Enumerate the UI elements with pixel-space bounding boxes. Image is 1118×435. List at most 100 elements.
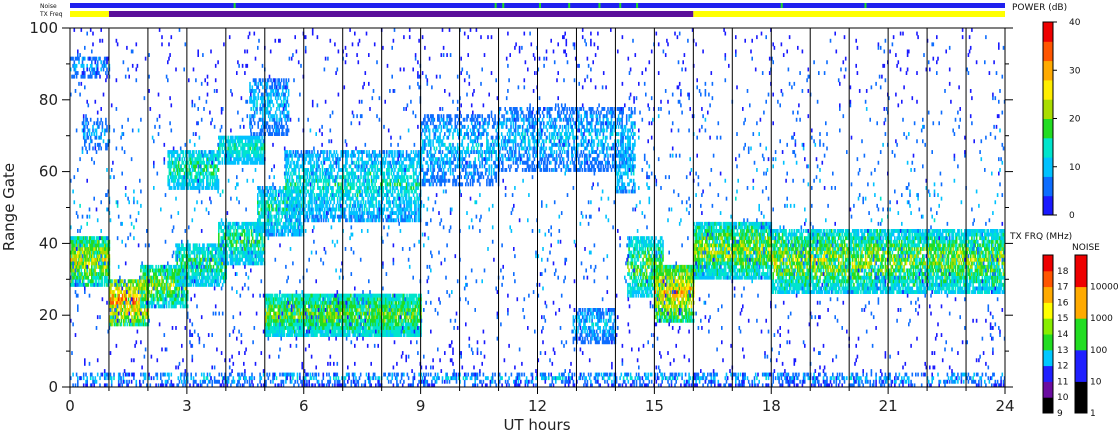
heatmap-cell: [144, 308, 146, 312]
heatmap-cell: [105, 64, 107, 68]
heatmap-cell: [287, 175, 289, 179]
heatmap-cell: [283, 186, 285, 190]
heatmap-cell: [211, 251, 213, 255]
heatmap-cell: [128, 319, 130, 323]
heatmap-cell: [130, 287, 132, 291]
heatmap-cell: [279, 294, 281, 298]
heatmap-cell: [280, 114, 282, 118]
heatmap-cell: [255, 96, 257, 100]
heatmap-cell: [261, 222, 263, 226]
heatmap-cell: [222, 147, 224, 151]
heatmap-cell: [250, 107, 252, 111]
heatmap-cell: [335, 330, 337, 334]
heatmap-cell: [349, 297, 351, 301]
heatmap-cell: [238, 240, 240, 244]
heatmap-cell: [220, 225, 222, 229]
noise-bar-tick: [636, 3, 638, 8]
heatmap-cell: [241, 251, 243, 255]
heatmap-cell: [98, 147, 100, 151]
heatmap-cell: [194, 168, 196, 172]
heatmap-cell: [256, 111, 258, 115]
heatmap-cell: [287, 190, 289, 194]
heatmap-cell: [171, 157, 173, 161]
heatmap-cell: [251, 247, 253, 251]
heatmap-cell: [160, 272, 162, 276]
heatmap-cell: [293, 179, 295, 183]
heatmap-cell: [148, 290, 150, 294]
heatmap-cell: [269, 103, 271, 107]
heatmap-cell: [191, 172, 193, 176]
heatmap-cell: [179, 154, 181, 158]
heatmap-cell: [257, 121, 259, 125]
heatmap-cell: [141, 294, 143, 298]
heatmap-cell: [245, 139, 247, 143]
heatmap-cell: [96, 136, 98, 140]
heatmap-cell: [121, 312, 123, 316]
heatmap-cell: [91, 139, 93, 143]
heatmap-cell: [121, 283, 123, 287]
heatmap-cell: [208, 272, 210, 276]
heatmap-cell: [263, 258, 265, 262]
heatmap-cell: [103, 272, 105, 276]
heatmap-cell: [86, 132, 88, 136]
heatmap-cell: [269, 118, 271, 122]
heatmap-cell: [273, 89, 275, 93]
heatmap-cell: [236, 143, 238, 147]
heatmap-cell: [207, 168, 209, 172]
heatmap-cell: [284, 197, 286, 201]
heatmap-cell: [82, 247, 84, 251]
heatmap-cell: [206, 172, 208, 176]
heatmap-cell: [174, 186, 176, 190]
heatmap-cell: [148, 304, 150, 308]
heatmap-cell: [179, 290, 181, 294]
heatmap-cell: [323, 304, 325, 308]
heatmap-cell: [143, 315, 145, 319]
heatmap-cell: [278, 129, 280, 133]
heatmap-cell: [196, 258, 198, 262]
heatmap-cell: [288, 111, 290, 115]
heatmap-cell: [168, 301, 170, 305]
heatmap-cell: [207, 175, 209, 179]
heatmap-cell: [285, 121, 287, 125]
heatmap-cell: [288, 114, 290, 118]
heatmap-cell: [288, 172, 290, 176]
heatmap-cell: [328, 333, 330, 337]
heatmap-cell: [365, 326, 367, 330]
heatmap-cell: [253, 258, 255, 262]
heatmap-cell: [185, 265, 187, 269]
heatmap-cell: [238, 247, 240, 251]
heatmap-cell: [222, 161, 224, 165]
heatmap-cell: [89, 261, 91, 265]
heatmap-cell: [193, 269, 195, 273]
heatmap-cell: [162, 294, 164, 298]
heatmap-cell: [292, 333, 294, 337]
heatmap-cell: [271, 82, 273, 86]
heatmap-cell: [96, 247, 98, 251]
heatmap-cell: [330, 297, 332, 301]
heatmap-cell: [279, 222, 281, 226]
heatmap-cell: [155, 272, 157, 276]
heatmap-cell: [199, 254, 201, 258]
heatmap-cell: [276, 121, 278, 125]
heatmap-cell: [285, 103, 287, 107]
heatmap-cell: [355, 315, 357, 319]
heatmap-cell: [130, 290, 132, 294]
heatmap-cell: [256, 107, 258, 111]
heatmap-cell: [279, 204, 281, 208]
heatmap-cell: [272, 294, 274, 298]
heatmap-cell: [179, 172, 181, 176]
heatmap-cell: [76, 258, 78, 262]
heatmap-cell: [231, 147, 233, 151]
heatmap-cell: [125, 297, 127, 301]
heatmap-cell: [316, 333, 318, 337]
heatmap-cell: [250, 132, 252, 136]
heatmap-cell: [262, 111, 264, 115]
heatmap-cell: [349, 330, 351, 334]
heatmap-cell: [83, 118, 85, 122]
heatmap-cell: [258, 225, 260, 229]
heatmap-cell: [315, 312, 317, 316]
heatmap-cell: [208, 161, 210, 165]
heatmap-cell: [277, 125, 279, 129]
heatmap-cell: [283, 100, 285, 104]
heatmap-cell: [197, 269, 199, 273]
